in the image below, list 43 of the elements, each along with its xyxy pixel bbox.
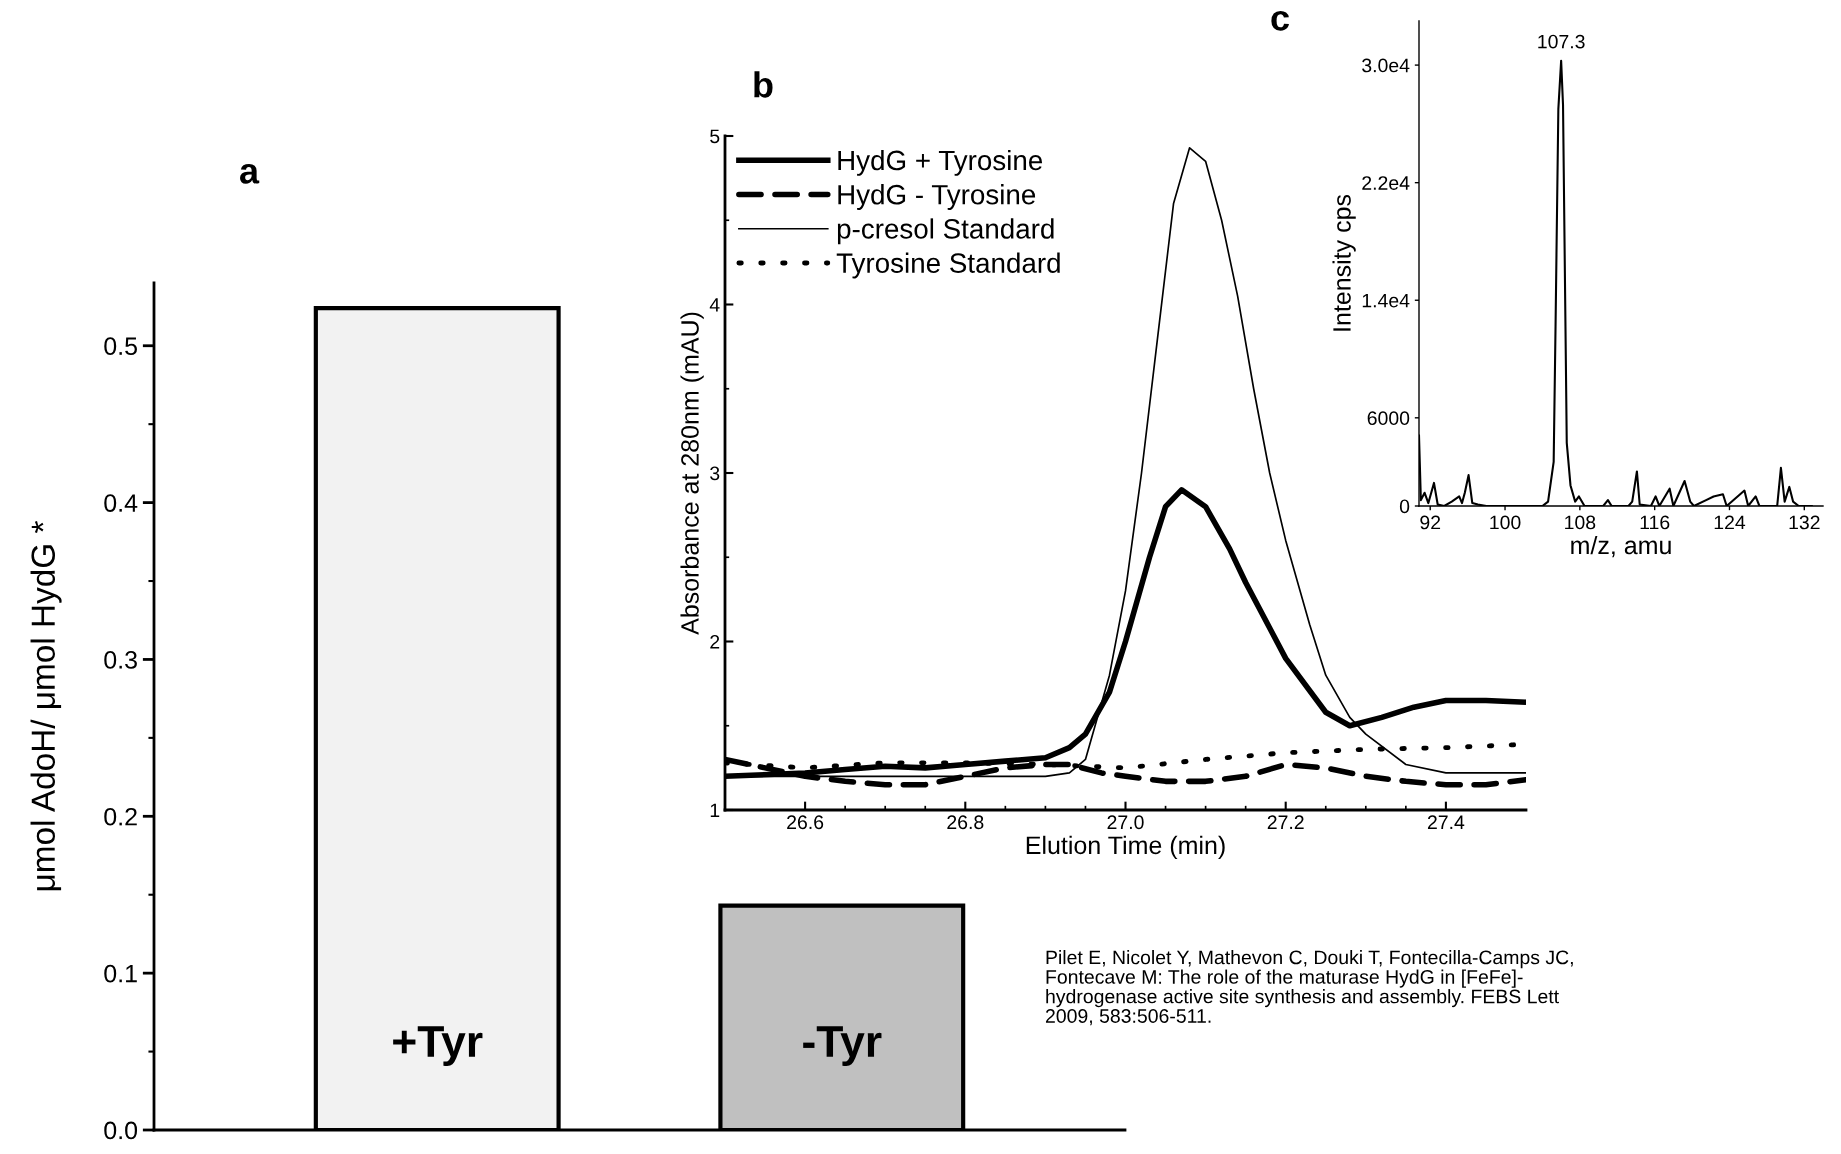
x-tick-label: 27.0 <box>1107 815 1144 830</box>
y-tick-label: 3.0e4 <box>1362 58 1410 73</box>
legend-label: Tyrosine Standard <box>836 252 1060 279</box>
y-tick-label: 1 <box>710 803 720 818</box>
annotation: 107.3 <box>1538 34 1585 49</box>
y-axis-title: Intensity cps <box>1332 194 1356 331</box>
y-axis-title: μmol AdoH/ μmol HydG * <box>30 521 62 891</box>
y-tick-label: 4 <box>709 298 720 312</box>
y-tick-label: 0 <box>1399 499 1410 514</box>
y-tick-label: 0.3 <box>104 651 137 669</box>
x-tick-label: 26.8 <box>947 815 984 830</box>
y-tick-label: 0.4 <box>104 494 138 512</box>
y-tick-label: 2.2e4 <box>1362 176 1410 190</box>
x-tick-label: 92 <box>1420 515 1441 530</box>
x-tick-label: 100 <box>1490 515 1521 530</box>
x-tick-label: 124 <box>1714 515 1746 530</box>
legend-label: p-cresol Standard <box>837 218 1054 245</box>
x-tick-label: 26.6 <box>787 815 824 830</box>
x-tick-label: 116 <box>1640 515 1670 530</box>
y-tick-label: 3 <box>710 466 720 481</box>
x-tick-label: +Tyr <box>393 1026 483 1067</box>
legend-label: HydG + Tyrosine <box>838 149 1043 176</box>
legend-label: HydG - Tyrosine <box>838 184 1036 211</box>
x-axis-title: m/z, amu <box>1571 535 1671 558</box>
y-tick-label: 0.1 <box>104 964 137 983</box>
y-tick-label: 0.2 <box>104 807 137 826</box>
y-axis-title: Absorbance at 280nm (mAU) <box>680 312 704 635</box>
y-tick-label: 1.4e4 <box>1362 293 1410 308</box>
x-tick-label: 27.2 <box>1267 815 1304 829</box>
y-tick-label: 2 <box>710 634 720 649</box>
annotation: Pilet E, Nicolet Y, Mathevon C, Douki T, Fontecilla-Camps JC, Fontecave M: The role of the maturase HydG in [FeFe]- hydrogenase active site synthesis and assembly. FEBS Lett 2009, 583:506-511. <box>1045 950 1573 1026</box>
y-tick-label: 6000 <box>1367 411 1410 426</box>
x-axis-title: Elution Time (min) <box>1026 835 1225 860</box>
y-tick-label: 0.0 <box>104 1121 138 1140</box>
x-tick-label: 132 <box>1789 515 1820 530</box>
x-tick-label: 27.4 <box>1427 815 1465 829</box>
chart-title: b <box>754 71 773 98</box>
chart-title: c <box>1271 10 1289 31</box>
x-tick-label: 108 <box>1565 515 1596 530</box>
y-tick-label: 5 <box>710 129 720 144</box>
x-tick-label: -Tyr <box>803 1026 882 1067</box>
y-tick-label: 0.5 <box>104 337 137 356</box>
chart-title: a <box>240 163 260 184</box>
